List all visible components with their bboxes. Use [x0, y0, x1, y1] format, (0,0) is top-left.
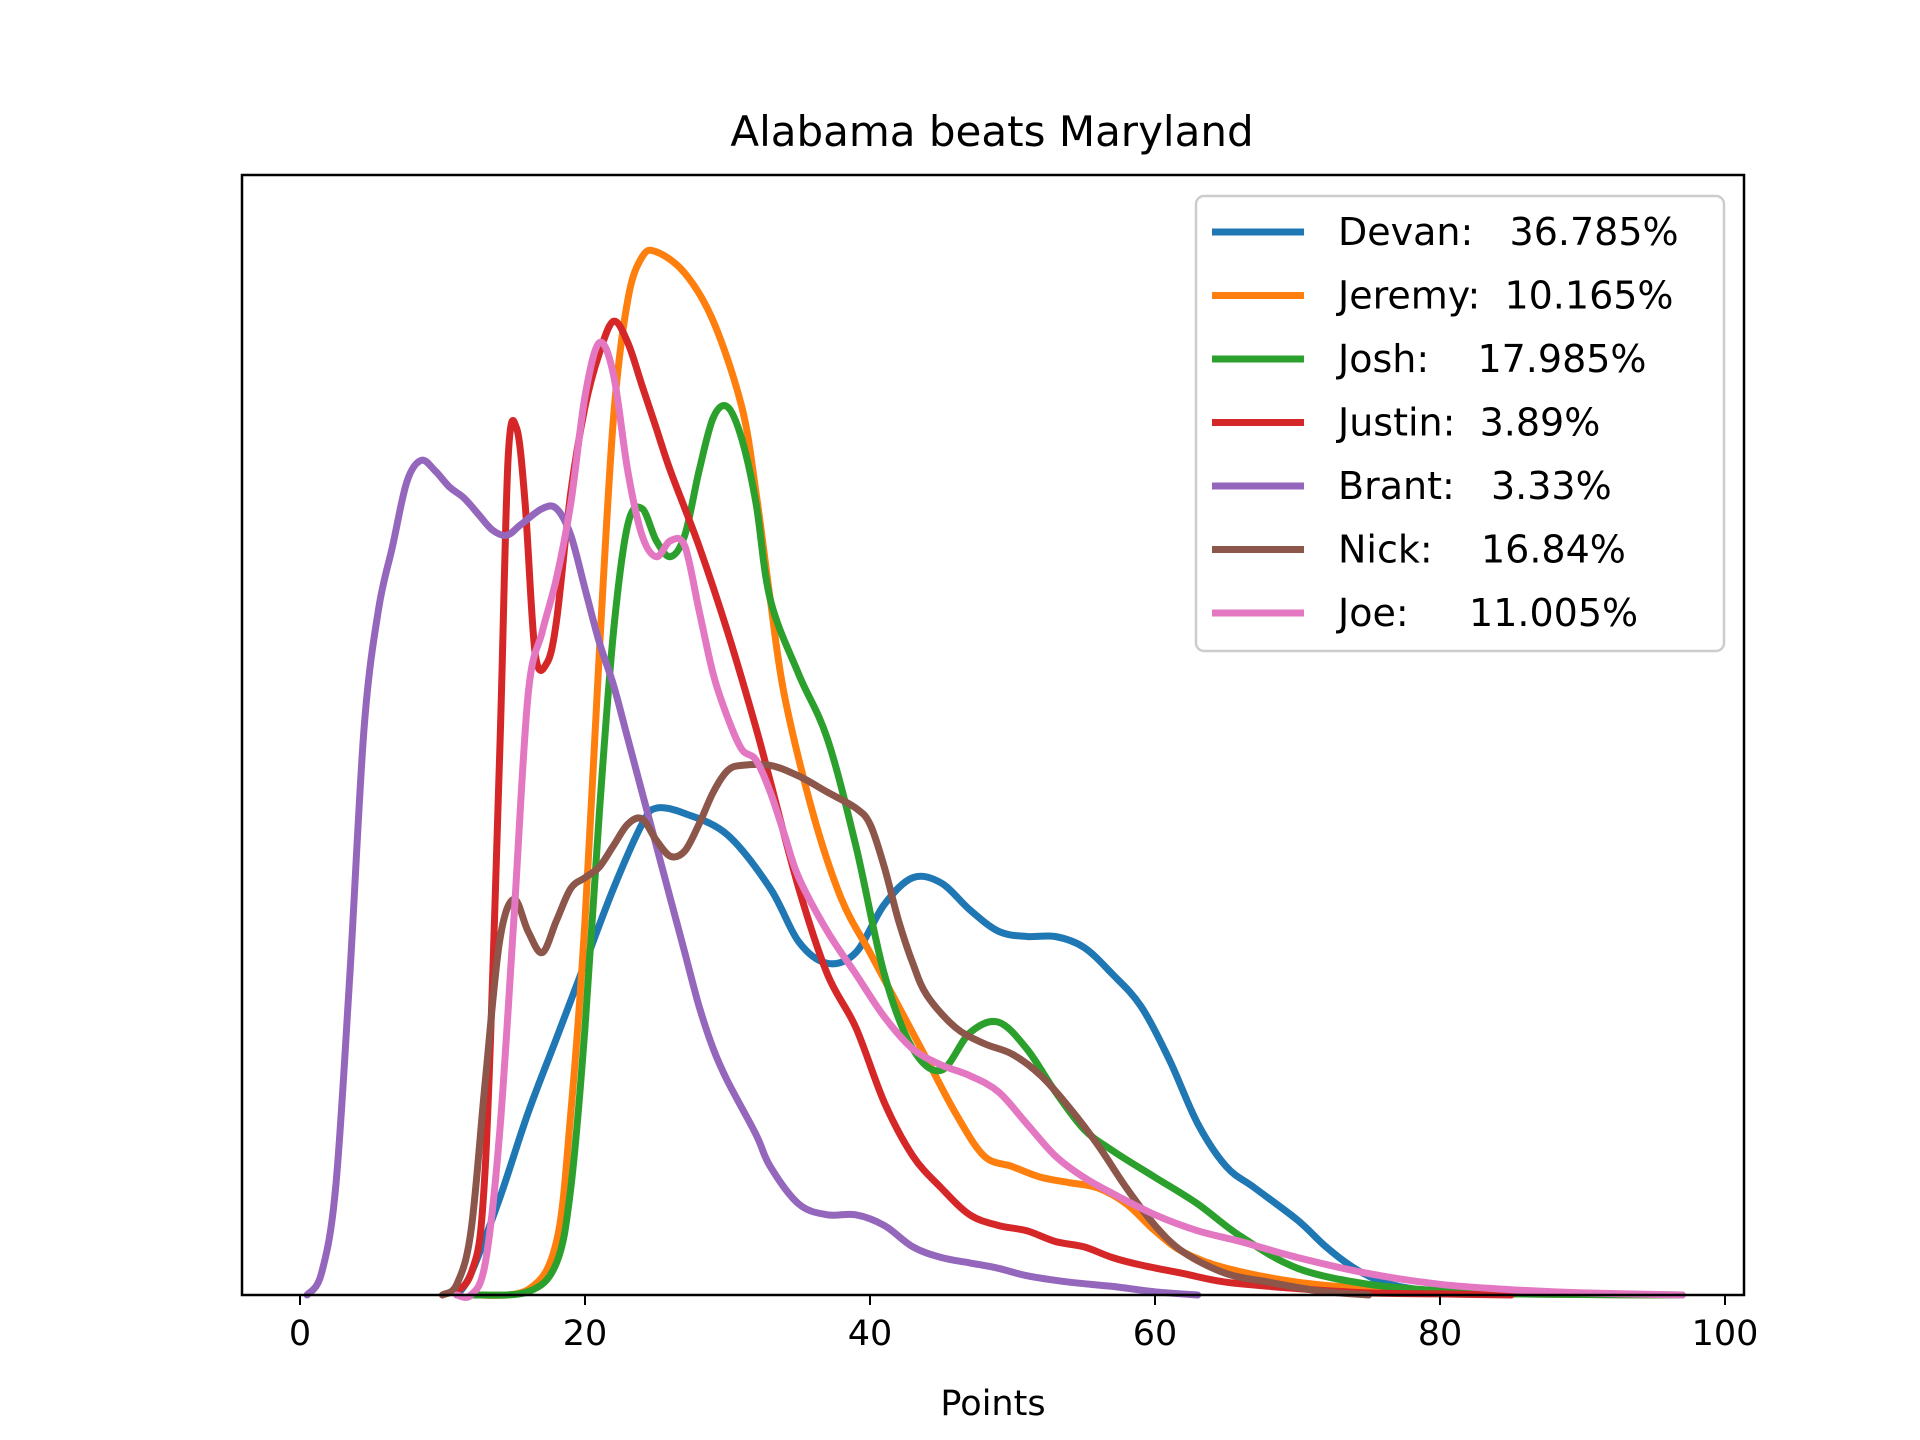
legend-label-nick: Nick: 16.84%: [1338, 528, 1626, 572]
plot-frame: [240, 173, 1746, 1297]
series-line-brant: [303, 456, 1202, 1299]
x-tick-label: 40: [848, 1314, 893, 1354]
legend-label-brant: Brant: 3.33%: [1338, 464, 1612, 508]
series-line-devan: [453, 804, 1686, 1299]
chart-title: Alabama beats Maryland: [730, 107, 1253, 156]
legend-label-justin: Justin: 3.89%: [1336, 401, 1600, 445]
x-axis-ticks: 0 20 40 60 80 100: [289, 1295, 1759, 1354]
legend-label-josh: Josh: 17.985%: [1336, 337, 1647, 381]
series-line-joe: [453, 338, 1686, 1301]
x-tick-label: 0: [289, 1314, 311, 1354]
x-tick-label: 60: [1133, 1314, 1178, 1354]
legend-box: [1194, 194, 1726, 653]
series-group: [303, 246, 1686, 1301]
legend-label-devan: Devan: 36.785%: [1338, 210, 1679, 254]
x-axis-label: Points: [940, 1384, 1045, 1424]
legend: Devan: 36.785% Jeremy: 10.165% Josh: 17.98…: [1194, 194, 1726, 653]
x-tick-label: 80: [1418, 1314, 1463, 1354]
x-tick-label: 100: [1692, 1314, 1759, 1354]
x-tick-label: 20: [563, 1314, 608, 1354]
legend-label-jeremy: Jeremy: 10.165%: [1336, 274, 1674, 318]
legend-label-joe: Joe: 11.005%: [1336, 591, 1638, 635]
series-line-josh: [467, 402, 1686, 1299]
series-line-justin: [439, 317, 1515, 1299]
